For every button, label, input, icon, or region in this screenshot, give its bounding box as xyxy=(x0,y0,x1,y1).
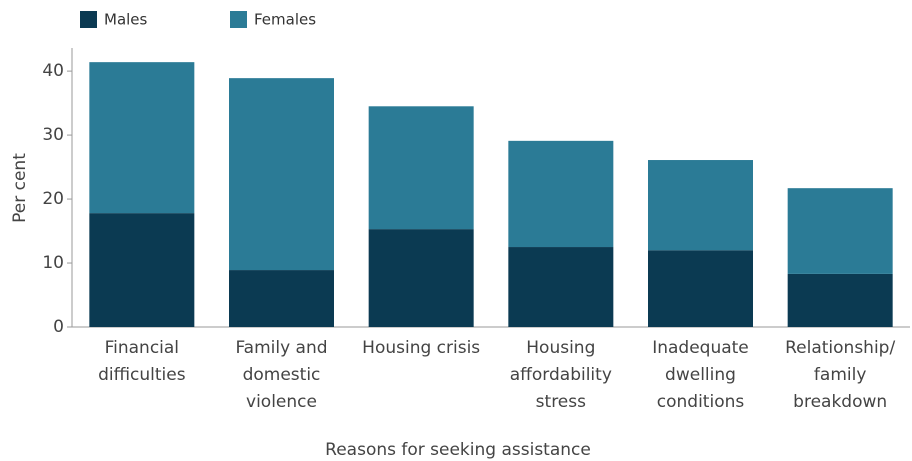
bar-segment xyxy=(508,140,614,248)
legend-text: Females xyxy=(254,11,316,29)
x-axis-title: Reasons for seeking assistance xyxy=(325,440,591,460)
x-tick-label: violence xyxy=(246,392,317,412)
bar-segment xyxy=(648,250,753,327)
x-tick-label: domestic xyxy=(243,365,321,385)
x-tick-label: family xyxy=(814,365,866,385)
legend-swatch xyxy=(230,11,247,28)
bar-segment xyxy=(89,62,195,214)
y-tick-label: 20 xyxy=(42,189,64,209)
x-tick-label: Financial xyxy=(105,338,179,358)
bar-segment xyxy=(229,270,334,327)
y-tick-label: 10 xyxy=(42,253,64,273)
x-tick-label: conditions xyxy=(657,392,745,412)
x-tick-label: difficulties xyxy=(98,365,186,385)
legend-swatch xyxy=(80,11,97,28)
x-tick-label: Housing xyxy=(526,338,595,358)
x-tick-label: stress xyxy=(536,392,586,412)
x-tick-label: Family and xyxy=(235,338,327,358)
y-tick-label: 30 xyxy=(42,125,64,145)
y-tick-label: 40 xyxy=(42,61,64,81)
bar-segment xyxy=(368,229,474,327)
bar-segment xyxy=(368,106,474,230)
y-tick-label: 0 xyxy=(53,317,64,337)
x-tick-label: dwelling xyxy=(665,365,736,385)
x-tick-label: affordability xyxy=(510,365,612,385)
bar-segment xyxy=(787,273,893,327)
x-tick-label: breakdown xyxy=(793,392,887,412)
bar-segment xyxy=(787,188,893,274)
x-tick-label: Inadequate xyxy=(652,338,749,358)
x-tick-label: Relationship/ xyxy=(785,338,895,358)
bar-segment xyxy=(89,213,195,327)
bar-segment xyxy=(229,78,334,271)
y-axis-title: Per cent xyxy=(10,153,30,223)
bar-segment xyxy=(508,247,614,327)
legend-text: Males xyxy=(104,11,148,29)
bar-segment xyxy=(648,160,753,251)
x-tick-label: Housing crisis xyxy=(362,338,480,358)
